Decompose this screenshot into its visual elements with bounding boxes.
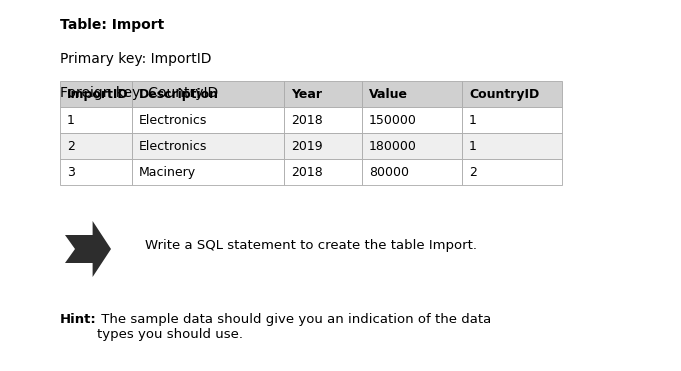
Text: Foreign key: CountryID: Foreign key: CountryID bbox=[60, 86, 218, 100]
Bar bbox=[462, 81, 562, 107]
Bar bbox=[60, 81, 132, 107]
Text: Table: Import: Table: Import bbox=[60, 18, 164, 32]
Text: Electronics: Electronics bbox=[139, 139, 208, 152]
Text: Macinery: Macinery bbox=[139, 165, 196, 178]
Bar bbox=[284, 159, 362, 185]
Text: Hint:: Hint: bbox=[60, 313, 97, 326]
Text: Year: Year bbox=[291, 88, 322, 101]
Text: 1: 1 bbox=[469, 114, 477, 127]
Text: CountryID: CountryID bbox=[469, 88, 539, 101]
Bar bbox=[60, 133, 132, 159]
Text: 150000: 150000 bbox=[369, 114, 417, 127]
Text: 180000: 180000 bbox=[369, 139, 417, 152]
Text: 2: 2 bbox=[469, 165, 477, 178]
Bar bbox=[132, 107, 284, 133]
Text: 2018: 2018 bbox=[291, 114, 323, 127]
Text: 2019: 2019 bbox=[291, 139, 323, 152]
Text: 2: 2 bbox=[67, 139, 75, 152]
Bar bbox=[362, 107, 462, 133]
Bar bbox=[462, 159, 562, 185]
Bar bbox=[462, 107, 562, 133]
Bar bbox=[132, 159, 284, 185]
Text: ImportID: ImportID bbox=[67, 88, 129, 101]
Polygon shape bbox=[65, 221, 111, 277]
Text: Electronics: Electronics bbox=[139, 114, 208, 127]
Text: 1: 1 bbox=[67, 114, 75, 127]
Bar bbox=[132, 81, 284, 107]
Bar bbox=[60, 107, 132, 133]
Bar bbox=[284, 107, 362, 133]
Text: Write a SQL statement to create the table Import.: Write a SQL statement to create the tabl… bbox=[145, 239, 477, 252]
Bar bbox=[362, 81, 462, 107]
Bar bbox=[132, 133, 284, 159]
Bar bbox=[362, 133, 462, 159]
Bar bbox=[60, 159, 132, 185]
Text: Value: Value bbox=[369, 88, 408, 101]
Text: The sample data should give you an indication of the data
types you should use.: The sample data should give you an indic… bbox=[97, 313, 491, 341]
Bar bbox=[284, 81, 362, 107]
Text: 3: 3 bbox=[67, 165, 75, 178]
Text: Description: Description bbox=[139, 88, 219, 101]
Bar bbox=[462, 133, 562, 159]
Text: 1: 1 bbox=[469, 139, 477, 152]
Text: 2018: 2018 bbox=[291, 165, 323, 178]
Text: 80000: 80000 bbox=[369, 165, 409, 178]
Bar bbox=[284, 133, 362, 159]
Bar bbox=[362, 159, 462, 185]
Text: Primary key: ImportID: Primary key: ImportID bbox=[60, 52, 212, 66]
